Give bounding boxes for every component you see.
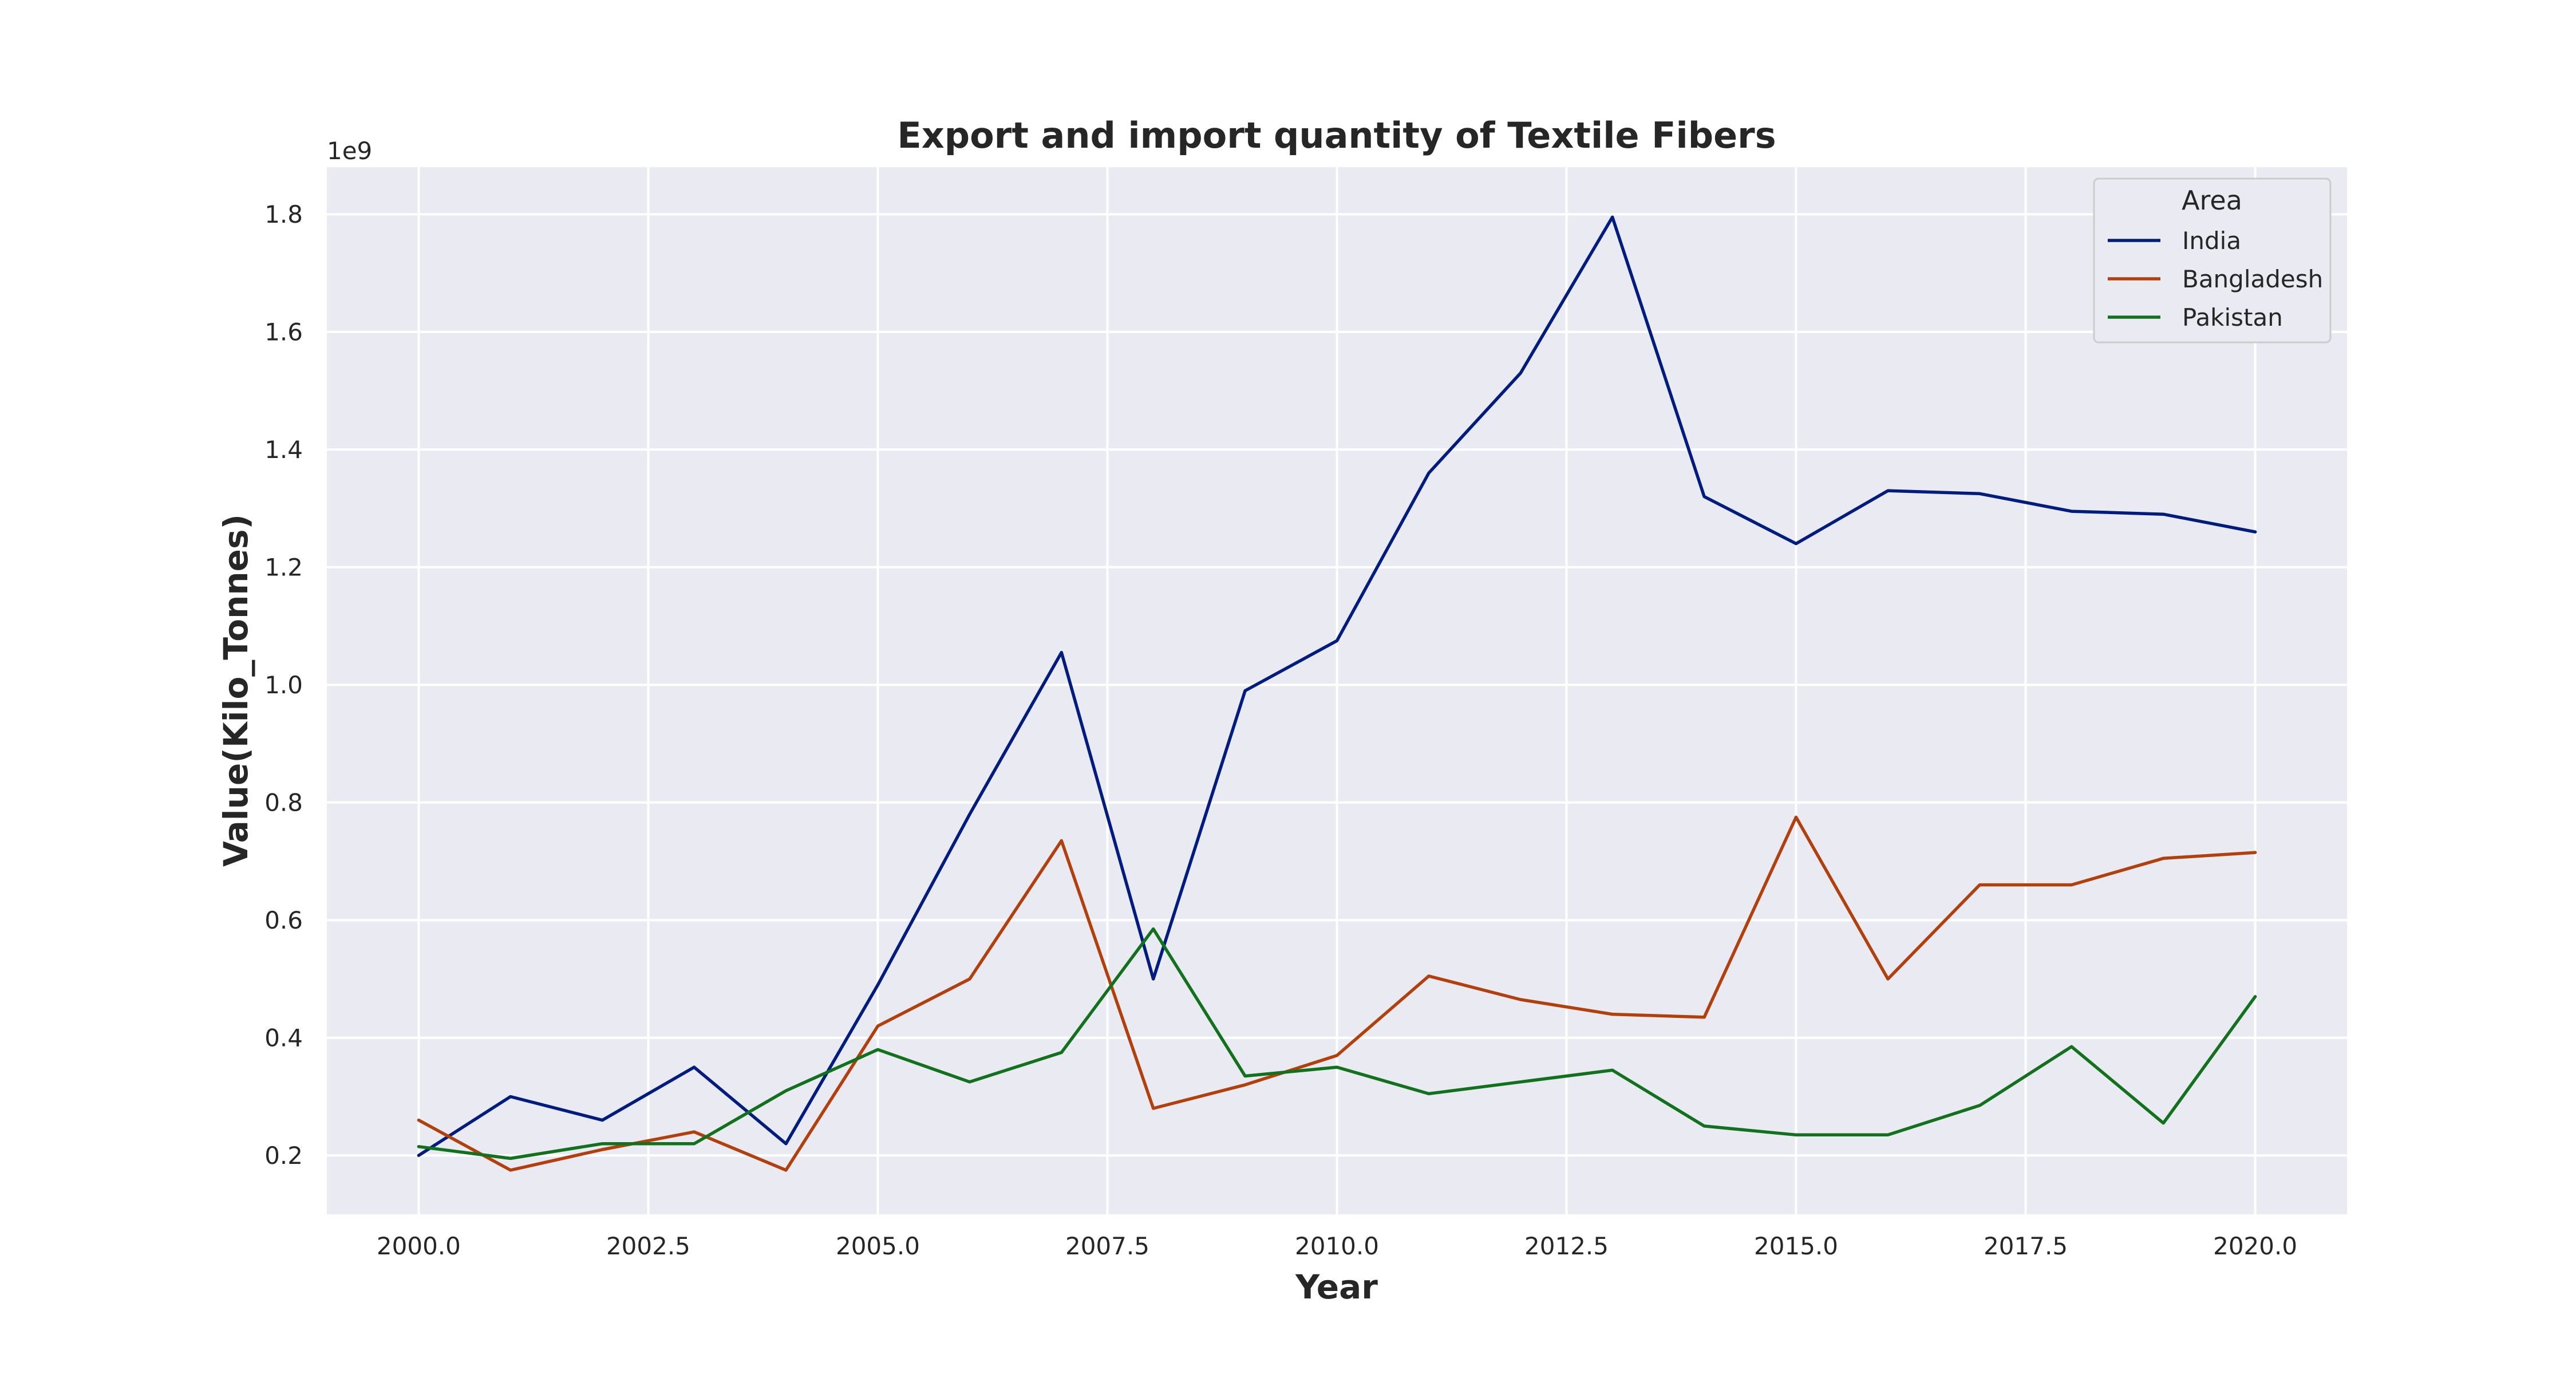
- series-line-pakistan: [417, 927, 2257, 1160]
- y-tick-label: 1.0: [264, 671, 303, 699]
- y-axis-offset-label: 1e9: [327, 137, 372, 165]
- series-lines: [417, 215, 2257, 1172]
- y-tick-label: 0.4: [264, 1024, 303, 1052]
- x-tick-label: 2017.5: [1984, 1232, 2068, 1260]
- legend-label-pakistan: Pakistan: [2182, 303, 2283, 331]
- y-tick-label: 1.4: [264, 436, 303, 464]
- y-tick-label: 1.2: [264, 554, 303, 582]
- series-line-india: [417, 215, 2257, 1157]
- series-line-bangladesh: [417, 815, 2257, 1172]
- legend-label-bangladesh: Bangladesh: [2182, 265, 2323, 293]
- y-tick-label: 0.6: [264, 906, 303, 934]
- legend-label-india: India: [2182, 227, 2241, 255]
- x-tick-label: 2002.5: [606, 1232, 690, 1260]
- y-gridlines: [327, 213, 2347, 1157]
- legend-box: [2093, 177, 2332, 344]
- legend-title: Area: [2182, 185, 2242, 216]
- y-tick-labels: 0.2 0.4 0.6 0.8 1.0 1.2 1.4 1.6 1.8: [264, 200, 303, 1170]
- chart-title: Export and import quantity of Textile Fi…: [897, 114, 1776, 156]
- legend-items: India Bangladesh Pakistan: [2108, 227, 2323, 331]
- x-tick-label: 2007.5: [1065, 1232, 1149, 1260]
- x-tick-label: 2012.5: [1524, 1232, 1609, 1260]
- legend: Area India Bangladesh Pakistan: [2093, 177, 2332, 344]
- x-tick-label: 2015.0: [1754, 1232, 1838, 1260]
- y-tick-label: 0.8: [264, 789, 303, 817]
- y-tick-label: 0.2: [264, 1142, 303, 1170]
- y-axis-label: Value(Kilo_Tonnes): [216, 514, 255, 867]
- y-tick-label: 1.6: [264, 318, 303, 346]
- y-tick-label: 1.8: [264, 200, 303, 228]
- x-tick-label: 2000.0: [377, 1232, 461, 1260]
- x-tick-label: 2005.0: [836, 1232, 920, 1260]
- x-tick-labels: 2000.0 2002.5 2005.0 2007.5 2010.0 2012.5 2015…: [377, 1232, 2297, 1260]
- x-tick-label: 2020.0: [2213, 1232, 2297, 1260]
- x-axis-label: Year: [1295, 1268, 1378, 1306]
- x-tick-label: 2010.0: [1295, 1232, 1379, 1260]
